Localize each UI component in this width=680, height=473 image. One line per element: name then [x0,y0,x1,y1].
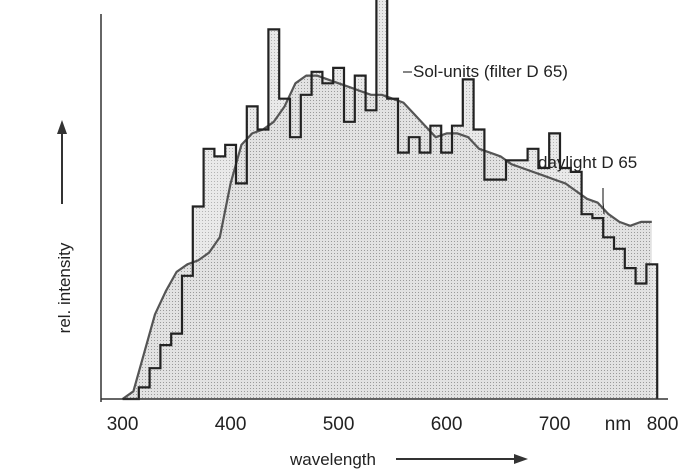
x-tick-label: 400 [215,414,247,435]
y-axis-label: rel. intensity [55,242,74,333]
sol-units-line [122,0,659,401]
x-axis-arrowhead [514,454,528,464]
x-tick-label: 700 [539,414,571,435]
plot-area [121,0,659,401]
x-axis-label: wavelength [289,450,376,469]
x-unit-label: nm [605,414,631,435]
daylight-annotation: daylight D 65 [538,153,637,172]
x-tick-label: 600 [431,414,463,435]
x-tick-label: 300 [107,414,139,435]
y-axis-arrowhead [57,120,67,134]
x-tick-label: 800 [647,414,679,435]
sol-units-annotation: Sol-units (filter D 65) [413,62,568,81]
x-tick-label: 500 [323,414,355,435]
daylight-callout-line [602,188,605,215]
x-tick-labels: 300 400 500 600 700 800 [107,414,679,435]
sol-units-area [122,0,658,399]
